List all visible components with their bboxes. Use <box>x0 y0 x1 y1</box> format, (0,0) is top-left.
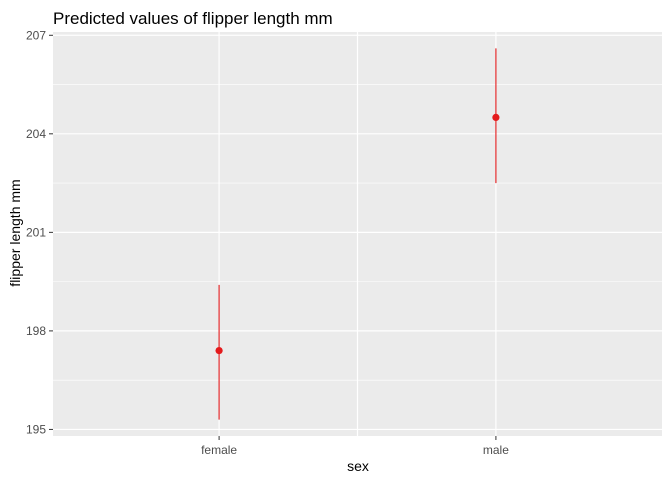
x-axis-title: sex <box>347 458 369 474</box>
chart-title: Predicted values of flipper length mm <box>53 9 333 28</box>
y-tick-label: 204 <box>26 127 46 141</box>
data-point-male <box>492 113 500 121</box>
x-tick-label-female: female <box>201 443 237 457</box>
y-tick-label: 198 <box>26 324 46 338</box>
data-point-female <box>215 347 223 355</box>
data-points <box>215 113 500 355</box>
y-tick-label: 201 <box>26 225 46 239</box>
y-axis-title: flipper length mm <box>7 179 23 286</box>
y-axis: 195 198 201 204 207 <box>26 28 53 436</box>
x-tick-label-male: male <box>483 443 509 457</box>
y-tick-label: 207 <box>26 28 46 42</box>
x-axis: female male <box>201 436 509 457</box>
y-tick-label: 195 <box>26 422 46 436</box>
